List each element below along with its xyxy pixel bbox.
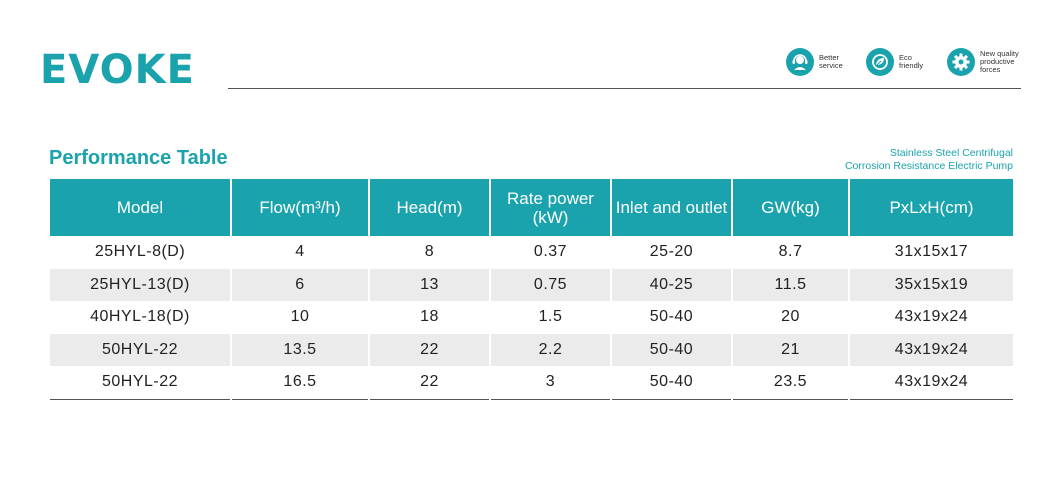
- table-cell: 6: [231, 268, 370, 301]
- table-cell: 35x15x19: [849, 268, 1013, 301]
- feature-label: Better service: [819, 53, 843, 70]
- section-title: Performance Table: [49, 147, 228, 169]
- table-row: 25HYL-13(D) 6 13 0.75 40-25 11.5 35x15x1…: [50, 268, 1013, 301]
- table-cell: 43x19x24: [849, 366, 1013, 400]
- feature-better-service: Better service: [786, 48, 843, 76]
- table-cell: 0.37: [490, 236, 612, 269]
- table-cell: 25HYL-13(D): [50, 268, 232, 301]
- table-cell: 8.7: [732, 236, 850, 269]
- table-cell: 43x19x24: [894, 308, 969, 326]
- table-cell: 2.2: [490, 333, 612, 366]
- table-row: 25HYL-8(D) 4 8 0.37 25-20 8.7 31x15x17: [50, 236, 1013, 269]
- eco-leaf-icon: [866, 48, 894, 76]
- feature-eco-friendly: Eco friendly: [866, 48, 923, 76]
- column-header-model: Model: [50, 179, 232, 236]
- table-cell: 50-40: [611, 366, 733, 400]
- table-cell: 25-20: [611, 236, 733, 269]
- table-cell: 22: [369, 366, 491, 400]
- brand-logo: EVOKE: [40, 47, 195, 93]
- table-cell: 50HYL-22: [50, 333, 232, 366]
- header-divider: [228, 88, 1021, 89]
- table-cell: 40-25: [611, 268, 733, 301]
- table-cell: 0.75: [490, 268, 612, 301]
- table-cell: 21: [732, 333, 850, 366]
- table-cell: 22: [369, 333, 491, 366]
- table-cell: 1.5: [490, 301, 612, 334]
- table-cell: 18: [369, 301, 491, 334]
- column-header-rate-power: Rate power (kW): [490, 179, 612, 236]
- headset-icon: [786, 48, 814, 76]
- table-header-row: Model Flow(m³/h) Head(m) Rate power (kW)…: [50, 179, 1013, 236]
- feature-label: New quality productive forces: [980, 49, 1019, 74]
- table-cell: 43x19x24: [849, 333, 1013, 366]
- performance-table: Model Flow(m³/h) Head(m) Rate power (kW)…: [50, 179, 1013, 400]
- feature-new-quality: New quality productive forces: [947, 48, 1019, 76]
- table-cell: 8: [369, 236, 491, 269]
- table-cell: 25HYL-8(D): [50, 236, 232, 269]
- table-cell: 4: [231, 236, 370, 269]
- table-cell: 3: [490, 366, 612, 400]
- table-cell: 23.5: [732, 366, 850, 400]
- table-cell: 50-40: [611, 333, 733, 366]
- table-cell: 13: [369, 268, 491, 301]
- table-cell: 11.5: [732, 268, 850, 301]
- feature-label: Eco friendly: [899, 53, 924, 70]
- table-row: 40HYL-18(D) 10 18 1.5 50-40 20 43x19x24: [50, 301, 1013, 334]
- column-header-head: Head(m): [369, 179, 491, 236]
- table-cell: 10: [231, 301, 370, 334]
- table-cell: 50HYL-22: [50, 366, 232, 400]
- gear-icon: [947, 48, 975, 76]
- column-header-dimensions: PxLxH(cm): [849, 179, 1013, 236]
- table-cell: 31x15x17: [894, 243, 969, 261]
- column-header-gw: GW(kg): [732, 179, 850, 236]
- table-row: 50HYL-22 13.5 22 2.2 50-40 21 43x19x24: [50, 333, 1013, 366]
- table-cell: 16.5: [231, 366, 370, 400]
- section-subtitle: Stainless Steel Centrifugal Corrosion Re…: [844, 147, 1013, 172]
- column-header-inlet-outlet: Inlet and outlet: [611, 179, 733, 236]
- table-row: 50HYL-22 16.5 22 3 50-40 23.5 43x19x24: [50, 366, 1013, 400]
- table-cell: 50-40: [611, 301, 733, 334]
- table-cell: 20: [732, 301, 850, 334]
- table-cell: 40HYL-18(D): [50, 301, 232, 334]
- table-cell: 13.5: [231, 333, 370, 366]
- column-header-flow: Flow(m³/h): [231, 179, 370, 236]
